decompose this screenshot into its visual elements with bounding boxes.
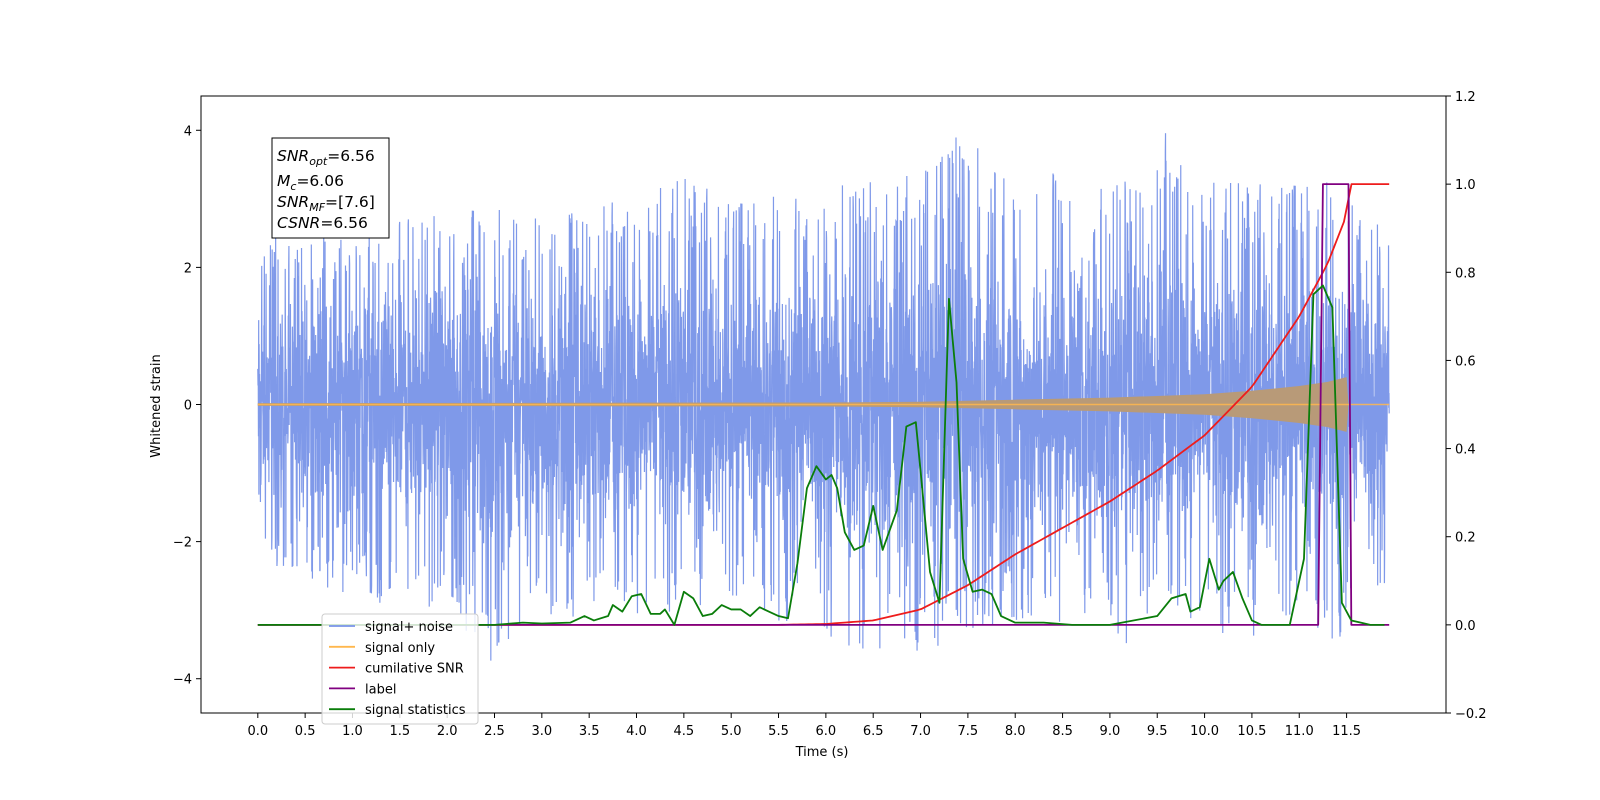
x-axis: 0.0 0.5 1.0 1.5 2.0 2.5 3.0 3.5 4.0 4.5 5.0 5.5 6.0 6… [247,713,1361,739]
series-label [257,183,1390,626]
x-tick-label: 6.0 [816,724,837,739]
series-signal-statistics [257,284,1385,626]
x-tick-label: 1.0 [342,724,363,739]
y-tick-label: −4 [173,673,192,688]
x-tick-label: 9.5 [1147,724,1168,739]
legend-label: signal statistics [365,703,466,718]
x-tick-label: 4.5 [674,724,695,739]
legend-label: signal+ noise [365,620,453,635]
y2-tick-label: 1.2 [1455,90,1476,105]
y2-tick-label: 1.0 [1455,178,1476,193]
annotation-csnr: CSNR=6.56 [277,214,368,232]
y2-tick-label: 0.0 [1455,619,1476,634]
stats-annotation: SNRopt=6.56 Mc=6.06 SNRMF=[7.6] CSNR=6.5… [271,137,390,239]
y2-tick-label: 0.4 [1455,443,1476,458]
x-tick-label: 6.5 [863,724,884,739]
x-tick-label: 4.0 [626,724,647,739]
y-axis-right: 1.2 1.0 0.8 0.6 0.4 0.2 0.0 −0.2 [1446,90,1487,722]
y-tick-label: 0 [184,399,192,414]
x-tick-label: 0.5 [295,724,316,739]
x-tick-label: 10.5 [1237,724,1266,739]
y-tick-label: 2 [184,261,192,276]
x-tick-label: 0.0 [247,724,268,739]
annotation-mc: Mc=6.06 [277,172,344,193]
legend-label: signal only [365,641,435,656]
annotation-box [271,137,390,239]
x-tick-label: 8.5 [1052,724,1073,739]
legend: signal+ noise signal only cumilative SNR la… [321,613,479,725]
legend-label: cumilative SNR [365,662,464,677]
x-tick-label: 1.5 [389,724,410,739]
x-tick-label: 3.5 [579,724,600,739]
y2-tick-label: 0.6 [1455,354,1476,369]
series-signal-noise [257,133,1390,661]
x-tick-label: 9.0 [1100,724,1121,739]
legend-label: label [365,682,396,697]
x-tick-label: 10.0 [1190,724,1219,739]
x-tick-label: 5.0 [721,724,742,739]
x-tick-label: 11.5 [1332,724,1361,739]
x-tick-label: 2.5 [484,724,505,739]
y2-tick-label: −0.2 [1455,707,1487,722]
y-axis-title: Whitened strain [149,354,164,457]
legend-box [321,613,479,725]
x-axis-title: Time (s) [795,745,849,760]
y-tick-label: −2 [173,536,192,551]
x-tick-label: 7.5 [958,724,979,739]
y-axis-left: 4 2 0 −2 −4 [173,124,201,688]
x-tick-label: 5.5 [768,724,789,739]
x-tick-label: 7.0 [910,724,931,739]
x-tick-label: 8.0 [1005,724,1026,739]
x-tick-label: 3.0 [531,724,552,739]
y2-tick-label: 0.2 [1455,531,1476,546]
annotation-snr-opt: SNRopt=6.56 [277,147,375,168]
annotation-snr-mf: SNRMF=[7.6] [277,193,375,214]
x-tick-label: 11.0 [1285,724,1314,739]
x-tick-label: 2.0 [437,724,458,739]
y2-tick-label: 0.8 [1455,266,1476,281]
y-tick-label: 4 [184,124,192,139]
